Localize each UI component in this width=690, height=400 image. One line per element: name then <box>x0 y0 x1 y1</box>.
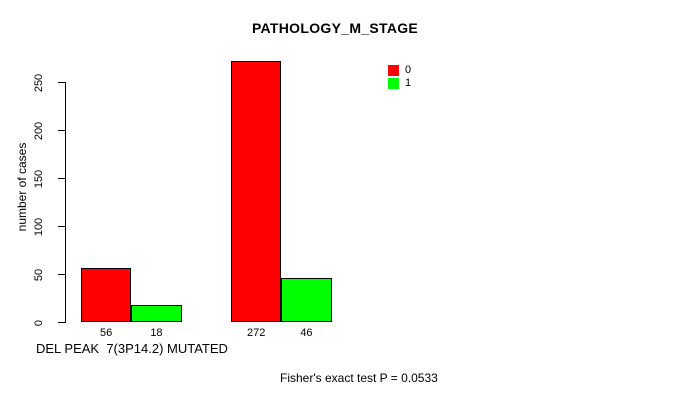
y-tick <box>58 82 65 83</box>
legend-swatch <box>388 77 399 89</box>
chart-title: PATHOLOGY_M_STAGE <box>251 20 419 36</box>
y-tick-label: 0 <box>33 319 45 326</box>
x-axis-label: DEL PEAK 7(3P14.2) MUTATED <box>36 341 228 356</box>
y-tick-label: 200 <box>33 121 45 140</box>
y-tick-label: 250 <box>33 73 45 92</box>
y-tick <box>58 226 65 227</box>
y-tick-label: 50 <box>33 268 45 281</box>
bar <box>81 268 132 322</box>
legend-label: 1 <box>405 77 412 89</box>
legend-item: 1 <box>388 77 411 89</box>
y-tick <box>58 130 65 131</box>
y-axis-line <box>65 82 66 323</box>
footnote-fisher-test: Fisher's exact test P = 0.0533 <box>280 371 438 385</box>
bar <box>231 60 282 322</box>
bar-value-label: 46 <box>300 327 313 339</box>
y-tick <box>58 274 65 275</box>
y-tick-label: 150 <box>33 169 45 188</box>
y-axis-label: number of cases <box>15 142 29 232</box>
legend-swatch <box>388 64 399 76</box>
bar-value-label: 56 <box>100 327 113 339</box>
bar <box>131 304 182 322</box>
bar-value-label: 18 <box>150 327 163 339</box>
y-tick <box>58 178 65 179</box>
legend-item: 0 <box>388 64 411 76</box>
bar <box>281 277 332 322</box>
y-tick <box>58 322 65 323</box>
legend-label: 0 <box>405 64 412 76</box>
y-tick-label: 100 <box>33 217 45 236</box>
bar-value-label: 272 <box>246 327 266 339</box>
